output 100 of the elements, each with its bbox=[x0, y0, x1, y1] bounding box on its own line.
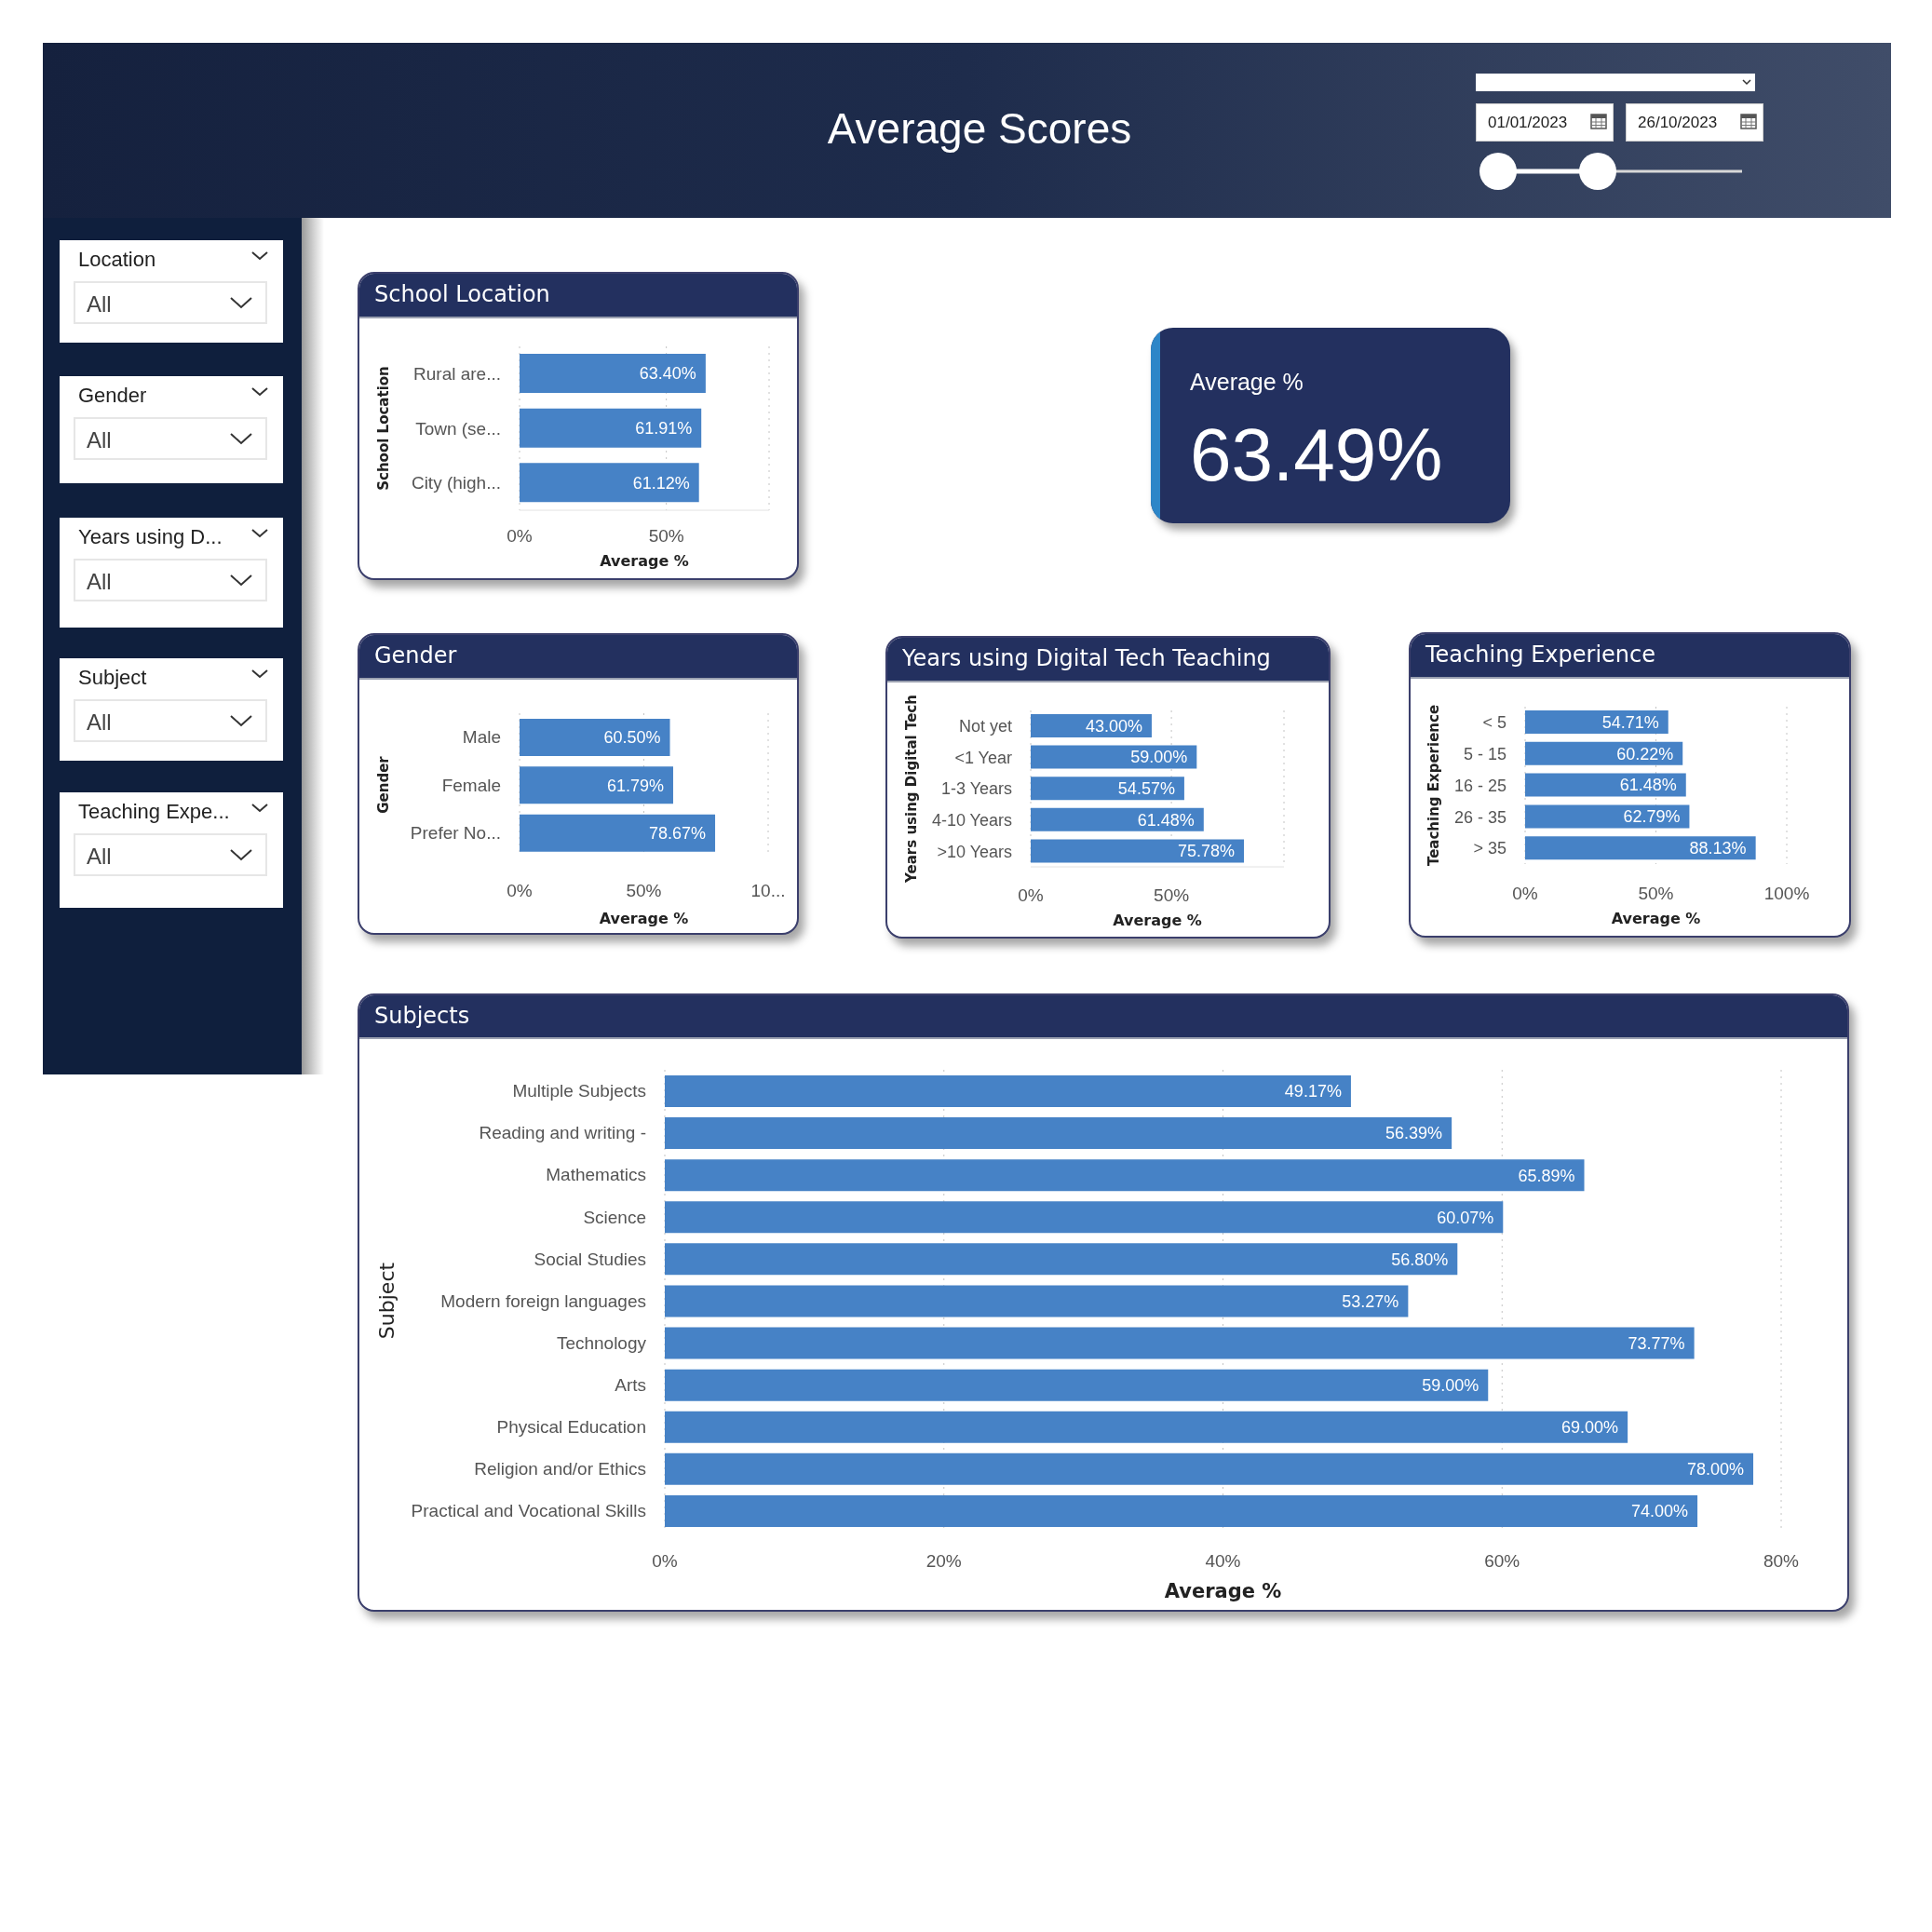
y-tick-label: 4-10 Years bbox=[931, 810, 1012, 830]
y-tick-label: <1 Year bbox=[954, 748, 1012, 767]
chart-title: Teaching Experience bbox=[1425, 642, 1656, 668]
data-label: 69.00% bbox=[1561, 1418, 1619, 1438]
data-label: 54.71% bbox=[1601, 712, 1659, 732]
x-tick-label: 0% bbox=[507, 881, 533, 901]
y-tick-label: Technology bbox=[556, 1332, 647, 1353]
y-tick-label: Rural are... bbox=[413, 364, 501, 385]
y-tick-label: Town (se... bbox=[415, 418, 501, 439]
data-label: 74.00% bbox=[1631, 1502, 1689, 1521]
bar bbox=[665, 1285, 1409, 1317]
x-tick-label: 60% bbox=[1484, 1551, 1520, 1572]
y-tick-label: Social Studies bbox=[534, 1249, 646, 1269]
bar bbox=[665, 1494, 1698, 1527]
y-tick-label: Physical Education bbox=[496, 1417, 646, 1438]
bar bbox=[1525, 804, 1690, 829]
text: Average % bbox=[1190, 369, 1304, 396]
y-tick-label: Female bbox=[441, 775, 501, 795]
x-axis-title: Average % bbox=[599, 910, 689, 927]
date-field: 01/01/2023 bbox=[1476, 103, 1614, 142]
y-axis-title: Subject bbox=[374, 1262, 399, 1340]
data-label: 62.79% bbox=[1623, 807, 1681, 827]
x-tick-label: 0% bbox=[1018, 885, 1044, 906]
bar bbox=[665, 1327, 1695, 1359]
bar bbox=[1525, 741, 1683, 765]
bar bbox=[665, 1075, 1351, 1107]
data-label: 73.77% bbox=[1628, 1333, 1685, 1353]
y-tick-label: > 35 bbox=[1473, 839, 1506, 858]
data-label: 60.07% bbox=[1437, 1208, 1494, 1227]
x-tick-label: 100% bbox=[1763, 884, 1810, 904]
data-label: 56.39% bbox=[1385, 1124, 1443, 1143]
data-label: 56.80% bbox=[1391, 1250, 1449, 1269]
bar bbox=[665, 1243, 1458, 1276]
x-tick-label: 0% bbox=[652, 1551, 678, 1572]
text: Average Scores bbox=[827, 104, 1132, 153]
y-tick-label: Religion and/or Ethics bbox=[474, 1459, 646, 1479]
y-tick-label: < 5 bbox=[1482, 713, 1506, 733]
data-label: 49.17% bbox=[1284, 1082, 1342, 1101]
y-tick-label: Prefer No... bbox=[410, 823, 501, 844]
chart-title: School Location bbox=[374, 281, 550, 307]
x-tick-label: 50% bbox=[1638, 884, 1674, 904]
y-axis-title: Gender bbox=[375, 755, 392, 814]
text: 63.49% bbox=[1190, 413, 1443, 497]
bar bbox=[1031, 745, 1197, 769]
x-tick-label: 50% bbox=[1154, 885, 1190, 906]
bar bbox=[1031, 839, 1245, 863]
x-tick-label: 80% bbox=[1763, 1551, 1800, 1572]
y-tick-label: Arts bbox=[615, 1374, 646, 1395]
data-label: 61.12% bbox=[632, 473, 690, 493]
text: Location bbox=[78, 248, 156, 272]
x-tick-label: 50% bbox=[648, 526, 684, 547]
date-field: 26/10/2023 bbox=[1626, 103, 1763, 142]
y-tick-label: Modern foreign languages bbox=[440, 1290, 646, 1311]
x-tick-label: 40% bbox=[1205, 1551, 1241, 1572]
text: Years using D... bbox=[78, 525, 223, 549]
text: Gender bbox=[78, 384, 147, 408]
data-label: 75.78% bbox=[1177, 842, 1236, 861]
y-tick-label: Multiple Subjects bbox=[512, 1081, 646, 1101]
bar bbox=[665, 1201, 1504, 1234]
select-field: All bbox=[74, 699, 267, 742]
bar bbox=[665, 1411, 1628, 1443]
data-label: 88.13% bbox=[1689, 839, 1747, 858]
select-field: All bbox=[74, 417, 267, 460]
x-tick-label: 10... bbox=[750, 881, 786, 901]
y-tick-label: 26 - 35 bbox=[1453, 807, 1506, 827]
bar bbox=[1031, 807, 1204, 831]
y-axis-title: Years using Digital Tech bbox=[903, 695, 920, 884]
data-label: 78.00% bbox=[1686, 1460, 1745, 1479]
y-tick-label: Science bbox=[583, 1207, 646, 1227]
text: Teaching Expe... bbox=[78, 800, 230, 824]
bar bbox=[1525, 710, 1669, 734]
y-tick-label: 5 - 15 bbox=[1463, 745, 1506, 764]
data-label: 43.00% bbox=[1085, 716, 1142, 736]
select-field: All bbox=[74, 281, 267, 324]
y-axis-title: Teaching Experience bbox=[1425, 704, 1442, 867]
data-label: 54.57% bbox=[1117, 779, 1175, 799]
bar bbox=[1525, 836, 1756, 860]
x-axis-title: Average % bbox=[1611, 910, 1701, 927]
y-axis-title: School Location bbox=[375, 366, 392, 491]
select-field: All bbox=[74, 559, 267, 601]
x-tick-label: 0% bbox=[507, 526, 533, 547]
bar bbox=[665, 1159, 1585, 1192]
x-axis-title: Average % bbox=[1113, 912, 1202, 929]
y-tick-label: 1-3 Years bbox=[940, 779, 1012, 799]
data-label: 53.27% bbox=[1342, 1291, 1399, 1311]
y-tick-label: Reading and writing - bbox=[479, 1123, 646, 1143]
data-label: 61.91% bbox=[635, 419, 693, 439]
data-label: 61.79% bbox=[606, 776, 664, 795]
bar bbox=[1525, 773, 1686, 797]
data-label: 60.50% bbox=[603, 728, 661, 748]
y-tick-label: Mathematics bbox=[546, 1165, 646, 1185]
data-label: 61.48% bbox=[1137, 810, 1195, 830]
bar bbox=[1031, 777, 1184, 801]
data-label: 59.00% bbox=[1422, 1376, 1479, 1396]
x-tick-label: 20% bbox=[925, 1551, 962, 1572]
text: Subjects bbox=[374, 1003, 470, 1029]
x-axis-title: Average % bbox=[1164, 1580, 1282, 1602]
x-tick-label: 0% bbox=[1512, 884, 1538, 904]
bar bbox=[665, 1452, 1754, 1485]
x-tick-label: 50% bbox=[626, 881, 662, 901]
